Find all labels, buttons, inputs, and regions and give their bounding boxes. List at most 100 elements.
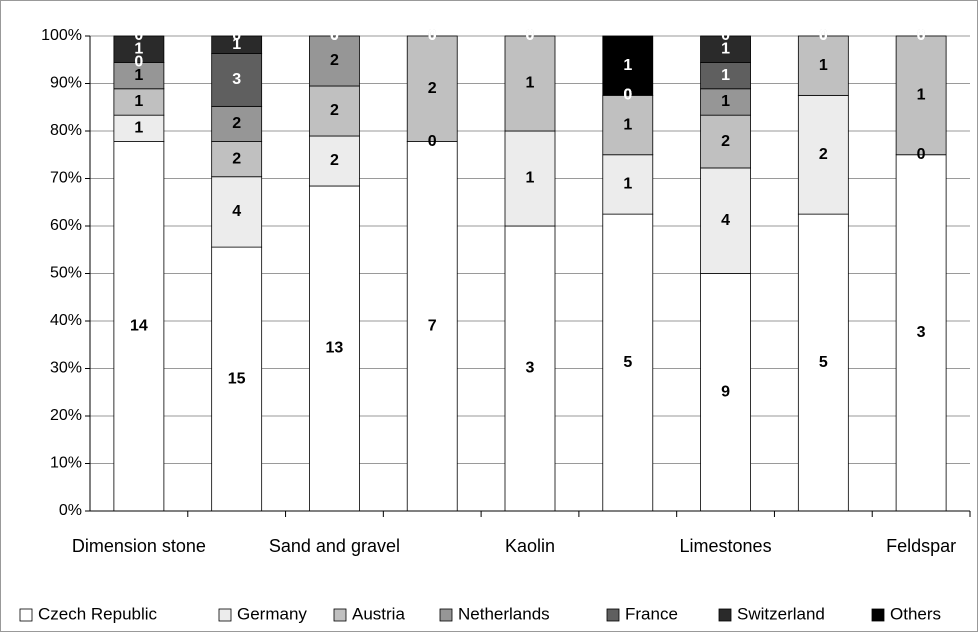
- data-label: 0: [623, 87, 632, 104]
- data-label: 2: [330, 102, 339, 119]
- bar-segment: [504, 130, 556, 227]
- data-label: 1: [526, 75, 535, 92]
- bar-segment: [113, 61, 165, 90]
- data-label: 5: [623, 354, 632, 371]
- y-tick-label: 50%: [50, 265, 82, 282]
- data-label: 2: [232, 150, 241, 167]
- data-label: 1: [134, 120, 143, 137]
- data-label: 0: [917, 27, 926, 44]
- data-label: 1: [134, 93, 143, 110]
- data-label: 0: [819, 27, 828, 44]
- data-label: 0: [232, 27, 241, 44]
- data-label: 1: [819, 57, 828, 74]
- bar-segment: [406, 35, 458, 142]
- data-label: 7: [428, 317, 437, 334]
- legend-label: Germany: [237, 604, 307, 623]
- data-label: 1: [134, 40, 143, 57]
- bar-segment: [602, 94, 654, 156]
- legend-swatch: [439, 608, 453, 622]
- bar-segment: [309, 85, 360, 137]
- bar-segment: [309, 35, 360, 87]
- y-tick-label: 40%: [50, 312, 82, 329]
- data-label: 0: [917, 27, 926, 44]
- data-label: 0: [134, 27, 143, 44]
- data-label: 0: [819, 27, 828, 44]
- data-label: 0: [917, 27, 926, 44]
- data-label: 0: [623, 87, 632, 104]
- data-label: 0: [428, 27, 437, 44]
- data-label: 9: [721, 383, 730, 400]
- bar-segment: [602, 213, 654, 512]
- data-label: 14: [130, 317, 148, 334]
- data-label: 0: [330, 27, 339, 44]
- legend-swatch: [19, 608, 33, 622]
- data-label: 0: [819, 27, 828, 44]
- data-label: 4: [721, 212, 730, 229]
- bar-segment: [700, 35, 751, 63]
- x-tick-label: Dimension stone: [72, 536, 206, 556]
- legend-label: Czech Republic: [38, 604, 158, 623]
- data-label: 0: [428, 27, 437, 44]
- data-label: 0: [134, 54, 143, 71]
- data-label: 4: [232, 203, 241, 220]
- bar-segment: [895, 35, 947, 156]
- data-label: 0: [330, 27, 339, 44]
- data-label: 1: [623, 176, 632, 193]
- data-label: 2: [330, 52, 339, 69]
- bar-segment: [700, 114, 751, 169]
- legend-label: Others: [890, 604, 941, 623]
- y-tick-label: 70%: [50, 170, 82, 187]
- data-label: 1: [623, 57, 632, 74]
- data-label: 1: [526, 170, 535, 187]
- y-tick-label: 60%: [50, 217, 82, 234]
- data-label: 0: [623, 87, 632, 104]
- data-label: 15: [228, 370, 246, 387]
- data-label: 0: [721, 27, 730, 44]
- legend-swatch: [718, 608, 732, 622]
- legend-label: Netherlands: [458, 604, 550, 623]
- data-label: 0: [917, 27, 926, 44]
- y-tick-label: 30%: [50, 360, 82, 377]
- data-label: 2: [330, 152, 339, 169]
- bar-segment: [211, 176, 263, 248]
- legend-swatch: [871, 608, 885, 622]
- bar-segment: [309, 185, 360, 512]
- data-label: 1: [232, 36, 241, 53]
- legend-swatch: [218, 608, 232, 622]
- legend-label: Austria: [352, 604, 405, 623]
- data-label: 2: [232, 115, 241, 132]
- data-label: 0: [428, 27, 437, 44]
- data-label: 2: [721, 133, 730, 150]
- data-label: 13: [326, 340, 344, 357]
- bar-segment: [113, 35, 165, 63]
- data-label: 3: [917, 324, 926, 341]
- data-label: 1: [721, 40, 730, 57]
- x-tick-label: Kaolin: [505, 536, 555, 556]
- legend-swatch: [606, 608, 620, 622]
- data-label: 0: [526, 27, 535, 44]
- x-tick-label: Sand and gravel: [269, 536, 400, 556]
- data-label: 0: [819, 27, 828, 44]
- x-tick-label: Feldspar: [886, 536, 956, 556]
- data-label: 1: [917, 87, 926, 104]
- y-tick-label: 100%: [41, 27, 82, 44]
- data-label: 2: [428, 80, 437, 97]
- data-label: 0: [526, 27, 535, 44]
- bar-segment: [602, 154, 654, 215]
- bar-segment: [211, 35, 263, 54]
- y-tick-label: 20%: [50, 407, 82, 424]
- y-tick-label: 80%: [50, 122, 82, 139]
- y-tick-label: 90%: [50, 75, 82, 92]
- data-label: 0: [330, 27, 339, 44]
- data-label: 0: [917, 146, 926, 163]
- data-label: 5: [819, 354, 828, 371]
- legend-swatch: [333, 608, 347, 622]
- data-label: 3: [526, 360, 535, 377]
- data-label: 0: [526, 27, 535, 44]
- data-label: 2: [819, 146, 828, 163]
- data-label: 0: [526, 27, 535, 44]
- y-tick-label: 0%: [59, 502, 82, 519]
- data-label: 1: [623, 116, 632, 133]
- data-label: 1: [721, 67, 730, 84]
- bar-segment: [504, 35, 556, 132]
